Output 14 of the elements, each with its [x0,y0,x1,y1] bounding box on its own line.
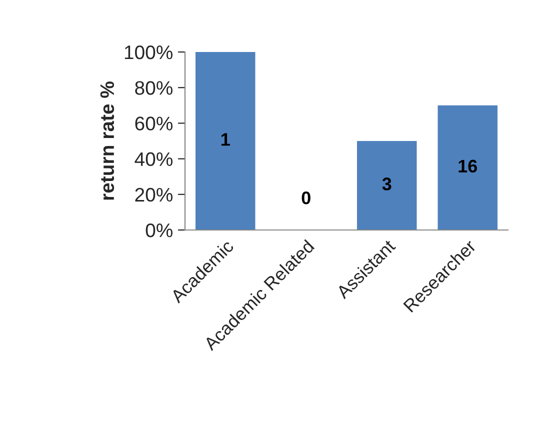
y-tick-label: 60% [135,116,173,130]
y-tick-label: 40% [134,152,173,166]
annotation: 0 [302,192,310,204]
y-tick-label: 0% [146,223,173,238]
bar [438,105,498,230]
y-axis-title: return rate % [100,82,114,200]
annotation: 3 [382,178,392,190]
bar [196,52,256,230]
annotation: 1 [221,133,230,146]
bar [357,141,417,230]
annotation: 16 [458,160,478,173]
y-tick-label: 20% [135,188,173,202]
y-tick-label: 100% [124,45,173,60]
y-tick-label: 80% [135,81,173,95]
